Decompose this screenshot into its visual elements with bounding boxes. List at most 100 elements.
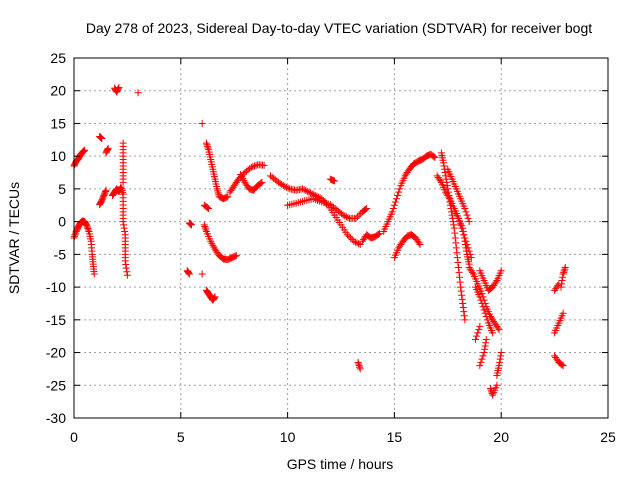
data-point xyxy=(481,309,489,317)
data-point xyxy=(460,308,468,316)
data-point xyxy=(281,182,289,190)
data-point xyxy=(456,273,464,281)
data-point xyxy=(497,352,505,360)
data-point xyxy=(448,211,456,219)
plot-frame xyxy=(73,57,609,419)
data-point xyxy=(123,271,131,279)
data-point xyxy=(483,316,491,324)
data-point xyxy=(102,188,110,196)
data-point xyxy=(374,230,382,238)
data-point xyxy=(449,214,457,222)
data-point xyxy=(495,326,503,334)
data-point xyxy=(440,159,448,167)
data-point xyxy=(481,342,489,350)
data-point xyxy=(393,195,401,203)
data-point xyxy=(90,270,98,278)
data-point xyxy=(557,283,565,291)
data-point xyxy=(390,201,398,209)
y-tick-label: -25 xyxy=(46,377,66,393)
data-point xyxy=(559,362,567,370)
data-point xyxy=(468,268,476,276)
data-point xyxy=(559,270,567,278)
data-point xyxy=(559,309,567,317)
data-point xyxy=(561,265,569,273)
data-point xyxy=(482,339,490,347)
data-point xyxy=(452,239,460,247)
data-point xyxy=(558,361,566,369)
data-point xyxy=(118,185,126,193)
data-point xyxy=(354,358,362,366)
data-point xyxy=(452,244,460,252)
data-point xyxy=(449,218,457,226)
data-point xyxy=(478,355,486,363)
data-point xyxy=(98,135,106,143)
y-tick-label: 15 xyxy=(50,115,66,131)
data-point xyxy=(83,222,91,230)
data-point xyxy=(347,234,355,242)
data-point xyxy=(443,182,451,190)
data-point xyxy=(442,175,450,183)
data-point xyxy=(457,287,465,295)
data-point xyxy=(120,221,128,229)
data-point xyxy=(478,299,486,307)
data-point xyxy=(232,252,240,260)
data-point xyxy=(480,349,488,357)
data-point xyxy=(362,205,370,213)
data-point xyxy=(115,83,123,91)
data-point xyxy=(71,231,79,239)
data-point xyxy=(117,183,125,191)
data-point xyxy=(351,238,359,246)
data-point xyxy=(331,177,339,185)
data-point xyxy=(343,231,351,239)
data-point xyxy=(119,218,127,226)
y-tick-label: -10 xyxy=(46,279,66,295)
data-point xyxy=(459,227,467,235)
data-point xyxy=(467,254,475,262)
data-point xyxy=(460,231,468,239)
data-point xyxy=(350,237,358,245)
data-point xyxy=(204,144,212,152)
data-point xyxy=(458,295,466,303)
data-point xyxy=(482,313,490,321)
grid-lines xyxy=(74,58,608,418)
data-point xyxy=(279,182,287,190)
data-point xyxy=(462,208,470,216)
data-point xyxy=(356,363,364,371)
data-point xyxy=(201,223,209,231)
data-point xyxy=(451,234,459,242)
data-point xyxy=(454,263,462,271)
y-axis-label: SDTVAR / TECUs xyxy=(6,182,22,294)
data-point xyxy=(474,329,482,337)
data-point xyxy=(482,335,490,343)
data-point xyxy=(344,214,352,222)
data-point xyxy=(477,358,485,366)
data-point xyxy=(481,345,489,353)
data-point xyxy=(71,232,79,240)
data-point xyxy=(396,185,404,193)
y-tick-label: -30 xyxy=(46,410,66,426)
data-point xyxy=(487,385,495,393)
data-point xyxy=(460,234,468,242)
data-point xyxy=(465,218,473,226)
data-point xyxy=(249,163,257,171)
data-points xyxy=(70,83,569,399)
data-point xyxy=(431,153,439,161)
data-point xyxy=(415,239,423,247)
data-point xyxy=(560,268,568,276)
data-point xyxy=(442,172,450,180)
data-point xyxy=(122,261,130,269)
data-point xyxy=(375,229,383,237)
data-point xyxy=(476,362,484,370)
data-point xyxy=(461,237,469,245)
data-point xyxy=(102,186,110,194)
data-point xyxy=(459,304,467,312)
data-point xyxy=(81,146,89,154)
data-point xyxy=(184,268,192,276)
data-point xyxy=(134,89,142,97)
x-tick-label: 10 xyxy=(280,429,296,445)
data-point xyxy=(462,247,470,255)
data-point xyxy=(461,241,469,249)
y-tick-label: 20 xyxy=(50,83,66,99)
data-point xyxy=(458,291,466,299)
data-point xyxy=(479,352,487,360)
